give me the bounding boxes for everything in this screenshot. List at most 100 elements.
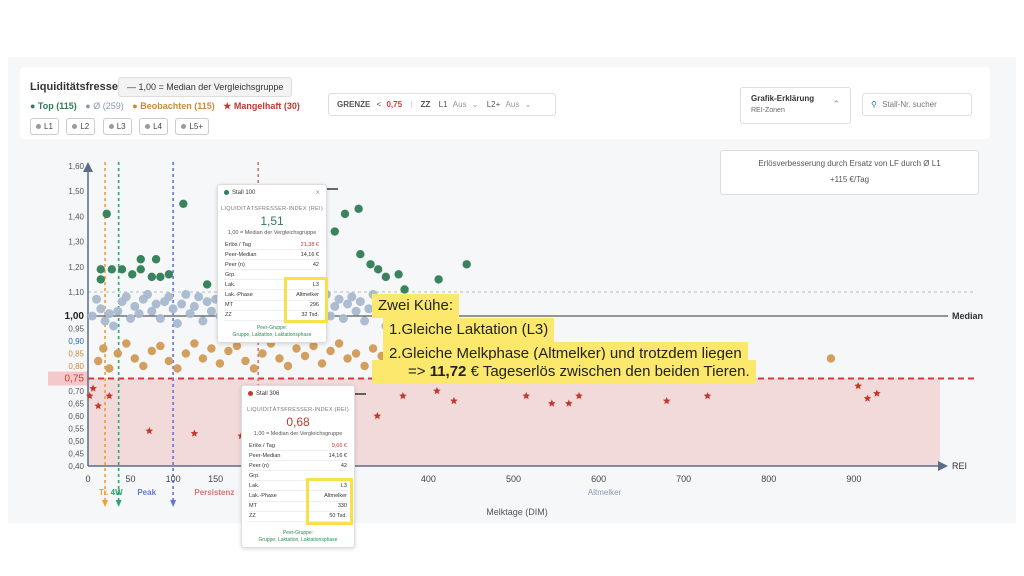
phase-arrow-icon [170,500,177,507]
y-tick-label: 0,45 [68,450,84,459]
phase-label-altmelker: Altmelker [588,488,622,497]
search-placeholder: Stall-Nr. sucher [882,100,937,109]
data-point [185,309,195,319]
chevron-down-icon[interactable]: ⌄ [471,100,479,109]
lactation-filter: L1 L2 L3 L4 L5+ [30,116,212,135]
data-point [194,292,204,302]
chip-l3[interactable]: L3 [102,118,132,135]
data-point [151,299,161,309]
y-tick-label: 0,95 [68,325,84,334]
phase-arrow-icon [115,500,122,507]
tooltip-row-label: MT [248,501,306,512]
data-point [354,204,363,214]
x-tick-label: 150 [208,474,223,484]
y-tick-label: 0,90 [68,337,84,346]
star-point [450,397,458,405]
x-tick-label: 100 [166,474,181,484]
legend-watch[interactable]: ● Beobachten (115) [132,101,215,111]
tooltip-row: Lak. L3 [224,279,320,291]
chip-l4[interactable]: L4 [139,118,168,135]
dot-icon [36,124,41,130]
y-tick-label: 0,70 [68,387,84,396]
data-point [147,272,157,282]
tooltip-row-value: 42 [279,259,320,271]
data-point [143,289,153,299]
data-point [94,356,103,366]
data-point [155,314,165,323]
star-point [85,392,94,400]
data-point [102,209,111,219]
tooltip-row-label: Grp. [224,269,280,281]
legend-poor[interactable]: ★ Mangelhaft (30) [223,101,300,111]
tooltip-row: Lak.-Phase Altmelker [224,289,320,301]
tooltip-footer: Peer-Gruppe: Gruppe, Laktation, Laktation… [232,325,312,338]
star-point [190,429,199,437]
tooltip-row-label: Peer-Median [224,249,280,261]
data-point [96,275,105,284]
data-point [117,265,127,274]
data-point [113,306,123,316]
tooltip-row-value: L3 [279,279,320,291]
tooltip-row-value: 32 Tsd. [279,310,320,321]
data-point [122,339,131,348]
legend-avg[interactable]: ● Ø (259) [85,101,124,111]
data-point [462,260,471,269]
data-point [283,361,293,371]
data-point [156,272,165,282]
data-point [121,292,131,302]
y-tick-label: 0,85 [68,350,84,359]
data-point [173,364,182,373]
tooltip-row: Peer-Median 14,16 € [248,450,348,462]
threshold-controls: GRENZE < 0,75 | ZZ L1 Aus ⌄ L2+ Aus ⌄ [328,93,556,116]
stall-search-input[interactable]: ⚲ Stall-Nr. sucher [862,93,972,116]
data-point [364,304,374,314]
data-point [87,311,97,321]
grenze-label: GRENZE [337,100,371,109]
chevron-down-icon[interactable]: ⌄ [524,100,532,109]
data-point [147,346,157,356]
legend: ● Top (115) ● Ø (259) ● Beobachten (115)… [30,101,306,112]
data-point [232,341,242,351]
chip-l5[interactable]: L5+ [175,118,210,135]
data-point [179,199,188,208]
grafik-erklaerung-button[interactable]: Grafik-Erklärung REI-Zonen ⌃ [740,87,851,124]
tooltip-caption: LIQUIDITÄTSFRESSER-INDEX (REI) [247,407,349,413]
close-icon[interactable]: × [315,188,320,197]
data-point [177,299,187,309]
data-point [330,301,340,311]
x-tick-label: 500 [506,474,521,484]
search-icon: ⚲ [871,100,877,109]
data-point [292,344,301,353]
chip-l1[interactable]: L1 [30,118,59,135]
star-point [873,389,881,397]
x-tick-label: 400 [421,474,436,484]
tooltip-footer: Peer-Gruppe: Gruppe, Laktation, Laktation… [258,530,338,543]
data-point [249,364,259,373]
data-point [351,349,361,358]
dot-icon [224,190,229,195]
data-point [189,301,199,311]
data-point [334,294,344,304]
data-point [334,339,344,348]
star-point [522,392,531,400]
tooltip-row-label: Peer-Median [248,450,306,462]
l2-select[interactable]: Aus [505,100,520,109]
x-tick-label: 700 [676,474,691,484]
data-point [151,255,161,264]
annotation-line-1: Zwei Kühe: [372,294,460,318]
tooltip-caption: LIQUIDITÄTSFRESSER-INDEX (REI) [221,206,323,212]
median-label: Median [952,311,983,321]
l1-select[interactable]: Aus [452,100,467,109]
data-point [347,292,357,302]
chevron-up-icon: ⌃ [832,99,840,109]
data-point [130,301,140,311]
chip-l2[interactable]: L2 [66,118,96,135]
tooltip-header: Stall 306 [248,391,279,397]
tooltip-row-label: Peer (n) [224,259,280,271]
data-point [343,299,353,309]
data-point [343,354,352,363]
grenze-value[interactable]: 0,75 [386,100,403,109]
legend-top[interactable]: ● Top (115) [30,101,77,111]
data-point [164,270,174,279]
data-point [156,341,165,351]
